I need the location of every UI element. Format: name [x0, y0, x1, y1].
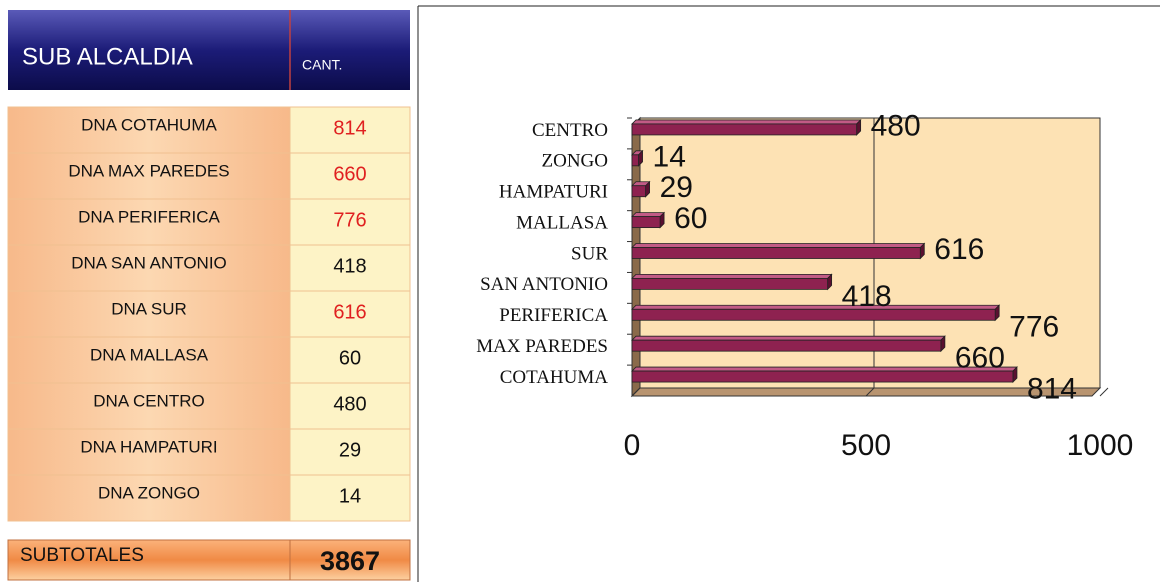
row-name-cell: [7, 106, 291, 154]
row-value-cell: [289, 290, 411, 338]
bar: [631, 304, 1001, 322]
y-tick-label: MAX PAREDES: [476, 336, 608, 357]
row-name-cell: [7, 244, 291, 292]
x-tick-label: 0: [624, 429, 641, 462]
row-value-cell: [289, 382, 411, 430]
chart: 0 500 1000 COTAHUMA 814 MAX PAREDES 660 PERIFER…: [476, 109, 1133, 462]
total-value: 3867: [320, 546, 380, 576]
bar: [631, 118, 862, 136]
data-label: 418: [842, 280, 892, 313]
row-name: DNA ZONGO: [98, 483, 200, 502]
row-value: 14: [339, 485, 361, 507]
row-name-cell: [7, 152, 291, 200]
row-value: 418: [333, 255, 366, 277]
row-value: 660: [333, 163, 366, 185]
bar: [631, 273, 833, 291]
row-value-cell: [289, 106, 411, 154]
bar-front: [631, 370, 1014, 383]
bar-top: [631, 335, 946, 341]
data-label: 14: [653, 140, 686, 173]
bar: [631, 366, 1018, 384]
row-name: DNA SUR: [111, 299, 187, 318]
bar-front: [631, 123, 858, 136]
bar-top: [631, 243, 926, 248]
row-name: DNA MAX PAREDES: [68, 161, 229, 180]
row-name: DNA PERIFERICA: [78, 207, 220, 226]
x-tick-label: 1000: [1067, 429, 1134, 462]
table: SUB ALCALDIA CANT. SUBTOTALES 3867 DNA C…: [7, 10, 411, 581]
bar: [631, 335, 946, 353]
row-value: 480: [333, 393, 366, 415]
header-bg: [8, 10, 410, 90]
bar-front: [631, 185, 646, 198]
row-name: DNA COTAHUMA: [81, 115, 217, 134]
row-name: DNA CENTRO: [93, 391, 204, 410]
row-value-cell: [289, 152, 411, 200]
x-tick-label: 500: [841, 429, 891, 462]
row-value: 814: [333, 117, 366, 139]
data-label: 616: [934, 233, 984, 266]
data-label: 776: [1009, 311, 1059, 344]
total-cell: [7, 539, 291, 581]
header-value: CANT.: [302, 57, 342, 73]
data-label: 660: [955, 342, 1005, 375]
y-tick-label: CENTRO: [532, 120, 608, 141]
header-name: SUB ALCALDIA: [22, 43, 193, 70]
y-tick-label: ZONGO: [542, 151, 609, 172]
y-tick-label: SUR: [571, 243, 608, 264]
row-name: DNA HAMPATURI: [80, 437, 217, 456]
bar-top: [631, 119, 862, 125]
row-value-cell: [289, 474, 411, 522]
row-value-cell: [289, 336, 411, 384]
total-cell: [289, 539, 411, 581]
bar: [631, 149, 644, 167]
row-name-cell: [7, 474, 291, 522]
bar-front: [631, 154, 639, 167]
bar-front: [631, 216, 661, 229]
bar-top: [631, 273, 833, 279]
bar-front: [631, 247, 921, 259]
y-tick-label: PERIFERICA: [499, 305, 608, 326]
y-tick-label: COTAHUMA: [500, 367, 609, 388]
x-tick: [865, 387, 875, 397]
row-name: DNA SAN ANTONIO: [71, 253, 227, 272]
data-label: 60: [674, 202, 707, 235]
data-label: 814: [1027, 372, 1077, 405]
row-value: 776: [333, 209, 366, 231]
row-value: 60: [339, 347, 361, 369]
row-value: 616: [333, 301, 366, 323]
bar-top: [631, 212, 666, 218]
bar-front: [631, 277, 829, 290]
y-tick-label: MALLASA: [516, 212, 608, 233]
y-tick-label: HAMPATURI: [499, 182, 608, 203]
row-name-cell: [7, 290, 291, 338]
bar-front: [631, 308, 996, 321]
x-tick: [1099, 387, 1109, 397]
data-label: 29: [660, 171, 693, 204]
bar: [631, 211, 666, 229]
bar-top: [631, 304, 1001, 310]
y-tick-label: SAN ANTONIO: [480, 274, 608, 295]
bar: [631, 242, 926, 260]
row-name: DNA MALLASA: [90, 345, 209, 364]
x-tick: [631, 387, 641, 397]
data-label: 480: [871, 109, 921, 142]
row-value: 29: [339, 439, 361, 461]
bar-front: [631, 339, 942, 352]
bar: [631, 180, 651, 198]
total-label: SUBTOTALES: [20, 545, 144, 566]
row-value-cell: [289, 428, 411, 476]
row-value-cell: [289, 198, 411, 246]
row-value-cell: [289, 244, 411, 292]
